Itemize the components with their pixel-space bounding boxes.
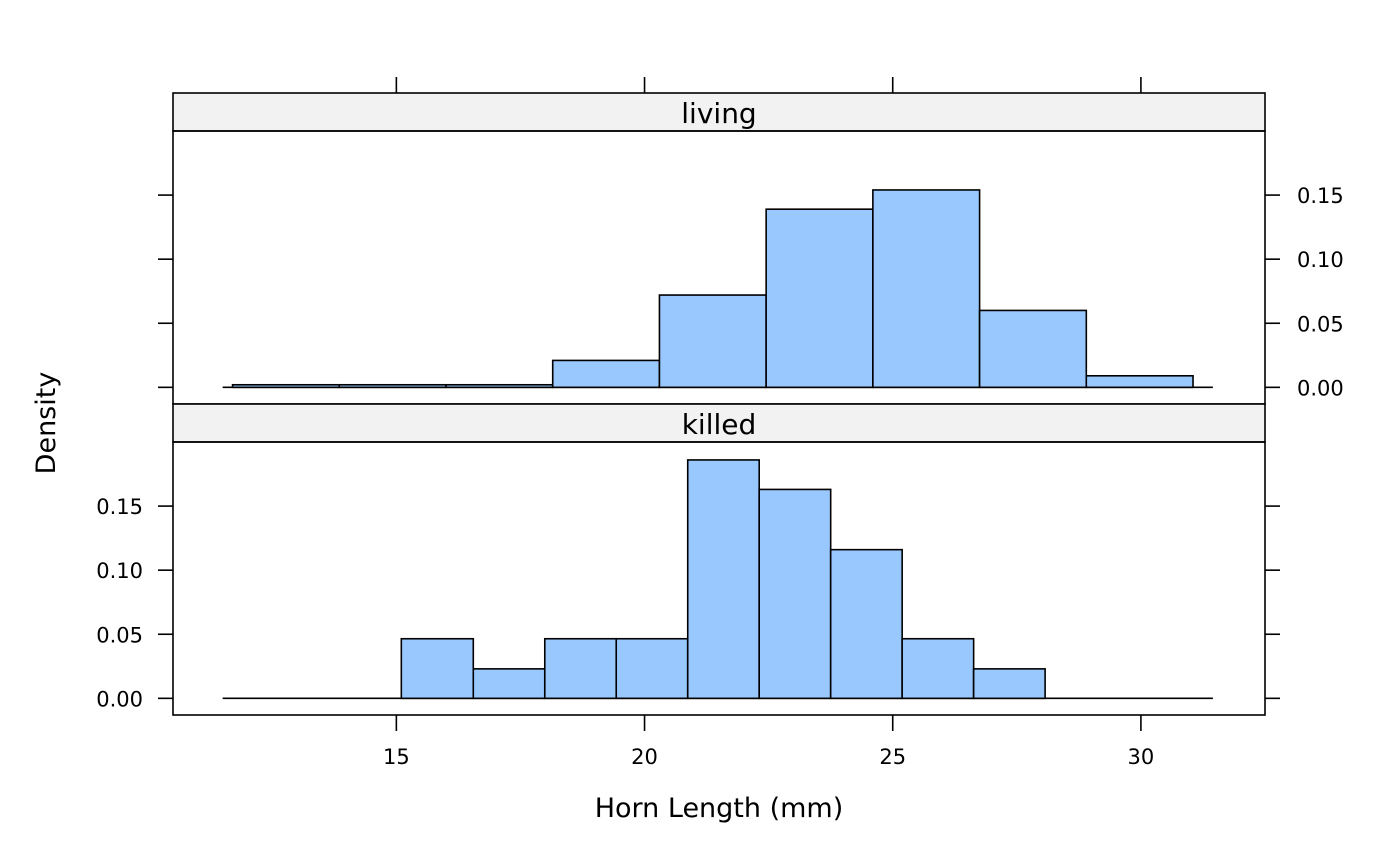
bar-living-5 [765, 208, 874, 389]
bar-killed-7 [901, 637, 975, 700]
bar-living-3 [551, 359, 661, 389]
bar-killed-0 [400, 637, 475, 700]
x-axis-top [395, 77, 1142, 93]
panel-living: living 0.00 0.05 0.10 0.15 [158, 92, 1344, 405]
strip-killed [172, 403, 1266, 443]
bar-living-6 [872, 189, 981, 389]
y-axis-title: Density [31, 372, 62, 475]
bar-killed-3 [615, 637, 689, 700]
y-tick-label-living-3: 0.15 [1297, 184, 1344, 208]
x-tick-label-0: 15 [383, 745, 410, 769]
bar-killed-4 [686, 459, 761, 700]
y-tick-label-killed-0: 0.00 [96, 687, 143, 711]
bar-living-1 [338, 383, 447, 389]
frame-killed [172, 441, 1266, 716]
strip-living [172, 92, 1266, 132]
bar-living-4 [658, 294, 767, 389]
y-tick-label-killed-2: 0.10 [96, 559, 143, 583]
x-axis-bottom: 15 20 25 30 [383, 715, 1154, 769]
bar-living-0 [231, 383, 341, 389]
bar-killed-8 [972, 668, 1046, 700]
bar-killed-2 [543, 637, 618, 700]
x-tick-label-2: 25 [879, 745, 906, 769]
y-tick-label-killed-1: 0.05 [96, 623, 143, 647]
strip-label-living: living [681, 97, 756, 130]
bar-killed-5 [758, 488, 832, 700]
panel-killed: killed 0.00 0.05 0.10 0.15 [96, 403, 1280, 716]
bar-living-2 [445, 383, 554, 389]
y-tick-label-killed-3: 0.15 [96, 495, 143, 519]
y-tick-label-living-2: 0.10 [1297, 248, 1344, 272]
bar-living-8 [1085, 375, 1194, 389]
bar-living-7 [978, 309, 1088, 389]
x-tick-label-1: 20 [631, 745, 658, 769]
x-axis-title: Horn Length (mm) [595, 793, 844, 824]
y-tick-label-living-1: 0.05 [1297, 312, 1344, 336]
bar-killed-1 [472, 668, 546, 700]
x-tick-label-3: 30 [1128, 745, 1155, 769]
y-tick-label-living-0: 0.00 [1297, 376, 1344, 400]
strip-label-killed: killed [682, 408, 757, 441]
bar-killed-6 [829, 548, 903, 700]
panels-group: living 0.00 0.05 0.10 0.15 killed 0.00 0.05 0.10… [96, 92, 1344, 716]
